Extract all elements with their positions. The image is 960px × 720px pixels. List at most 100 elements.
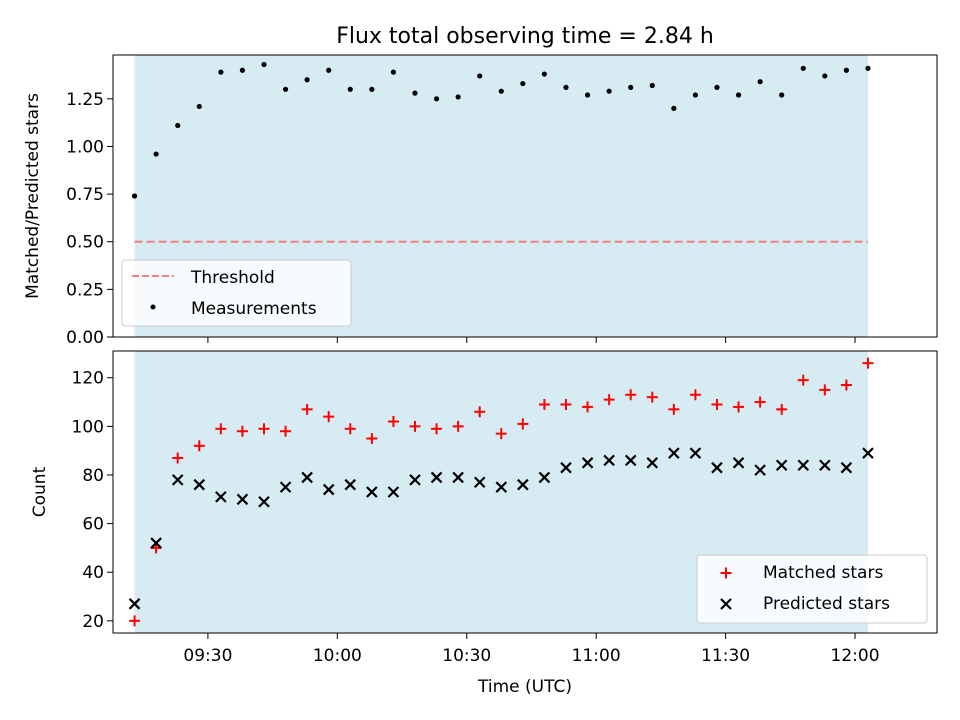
predicted-star-point (128, 598, 141, 610)
predicted-star-point (538, 471, 551, 484)
predicted-star-point (754, 464, 766, 476)
y-tick-label: 100 (72, 417, 104, 437)
measurement-point (779, 92, 785, 98)
matched-star-point (668, 403, 680, 415)
measurement-point (239, 67, 246, 73)
predicted-star-point (711, 461, 723, 474)
legend-measurements-label: Measurements (191, 299, 317, 319)
measurement-point (865, 65, 871, 71)
predicted-star-point (775, 459, 788, 472)
bottom-y-axis-label: Count (30, 466, 50, 517)
legend-plus-marker (720, 567, 732, 579)
y-tick-label: 60 (82, 515, 104, 535)
measurement-point (563, 84, 569, 90)
predicted-star-point (150, 537, 162, 549)
y-tick-label: 0.75 (66, 185, 104, 205)
measurement-point (843, 67, 850, 73)
predicted-star-point (366, 486, 378, 498)
predicted-star-point (452, 471, 464, 484)
matched-star-point (452, 420, 464, 432)
measurement-point (735, 92, 742, 98)
predicted-star-point (409, 474, 421, 486)
bottom-panel-frame (112, 350, 938, 634)
matched-star-point (582, 401, 594, 413)
y-tick-label: 120 (72, 369, 104, 389)
matched-star-point (495, 428, 507, 440)
predicted-star-point (236, 493, 249, 506)
matched-star-point (215, 423, 227, 435)
top-legend: Threshold Measurements (121, 259, 352, 327)
measurement-point (412, 90, 418, 96)
bottom-legend: Matched stars Predicted stars (696, 554, 928, 624)
predicted-star-point (668, 447, 680, 459)
matched-star-point (776, 403, 788, 415)
matched-star-point (603, 394, 615, 406)
predicted-star-point (689, 447, 702, 459)
measurement-point (347, 86, 353, 92)
predicted-star-point (193, 478, 206, 491)
predicted-star-point (279, 481, 292, 493)
x-tick-label: 10:30 (442, 646, 491, 666)
legend-threshold-label: Threshold (190, 268, 275, 288)
predicted-star-point (171, 474, 184, 486)
y-tick-label: 0.00 (66, 328, 104, 348)
measurement-point (541, 71, 548, 77)
measurement-point (196, 103, 202, 110)
measurement-point (433, 96, 440, 102)
matched-star-point (366, 433, 378, 445)
measurement-point (131, 193, 138, 199)
predicted-star-point (258, 495, 270, 508)
matched-star-point (409, 420, 421, 432)
x-tick-label: 11:00 (572, 646, 621, 666)
x-tick-label: 11:30 (701, 646, 750, 666)
measurement-point (584, 92, 591, 98)
measurement-point (455, 94, 461, 100)
predicted-star-point (344, 478, 357, 491)
measurement-point (498, 88, 504, 94)
matched-star-point (862, 357, 874, 369)
matched-star-point (236, 425, 248, 437)
measurement-point (628, 84, 634, 90)
measurement-point (649, 82, 655, 89)
y-tick-label: 0.50 (66, 233, 104, 253)
predicted-star-point (322, 483, 335, 496)
matched-star-point (193, 440, 205, 452)
y-tick-label: 1.00 (66, 137, 104, 157)
x-tick-label: 12:00 (831, 646, 880, 666)
matched-star-point (560, 398, 572, 410)
measurement-point (326, 67, 332, 73)
predicted-star-point (495, 481, 508, 493)
top-legend-box (121, 259, 352, 327)
measurement-point (757, 79, 763, 85)
x-axis-label: Time (UTC) (477, 677, 572, 697)
predicted-star-point (215, 491, 227, 503)
y-tick-label: 20 (82, 612, 104, 632)
matched-star-point (431, 423, 443, 435)
measurement-point (369, 86, 375, 92)
predicted-star-point (387, 486, 400, 498)
bottom-panel: 20 40 60 80 100 120 09:30 10:00 10:30 11:00 11:30… (30, 350, 938, 697)
matched-star-point (387, 416, 399, 427)
predicted-star-point (430, 471, 443, 484)
matched-star-point (646, 391, 658, 403)
y-tick-label: 0.25 (66, 280, 104, 300)
predicted-star-point (473, 476, 486, 489)
measurement-point (520, 80, 526, 87)
measurement-point (671, 105, 677, 111)
matched-star-point (625, 389, 637, 401)
predicted-star-point (819, 459, 831, 472)
measurement-point (606, 88, 612, 94)
matched-star-point (344, 423, 356, 435)
legend-measurements-swatch (150, 304, 156, 310)
bottom-legend-box (696, 554, 928, 624)
top-panel-frame (112, 54, 938, 338)
predicted-star-point (797, 459, 810, 472)
predicted-star-point (624, 454, 637, 467)
matched-star-point (172, 452, 184, 464)
measurement-point (477, 73, 483, 79)
y-tick-label: 1.25 (66, 90, 104, 110)
matched-star-point (323, 411, 335, 423)
legend-matched-swatch (720, 567, 732, 579)
predicted-star-point (517, 478, 529, 491)
